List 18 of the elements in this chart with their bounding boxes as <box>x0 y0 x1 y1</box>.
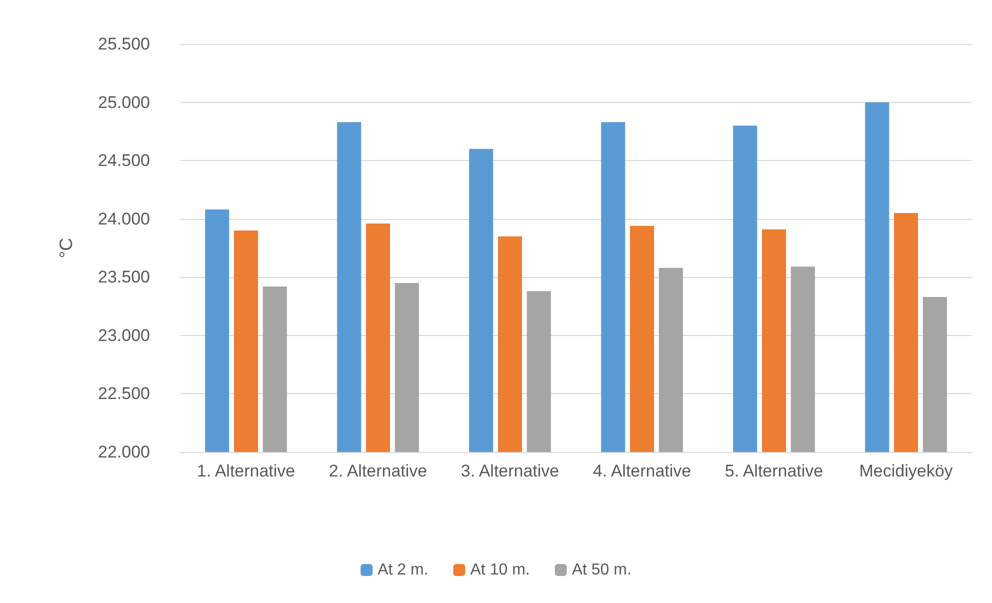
y-tick-label: 22.000 <box>98 442 150 462</box>
x-tick-label: 1. Alternative <box>196 462 296 480</box>
y-tick-label: 25.000 <box>98 92 150 112</box>
x-tick-label: Mecidiyeköy <box>859 462 954 480</box>
legend-label: At 2 m. <box>378 562 428 578</box>
x-tick-label: 4. Alternative <box>592 462 692 480</box>
y-axis-title: °C <box>56 238 76 258</box>
x-tick-label: 3. Alternative <box>460 462 560 480</box>
y-tick-label: 25.500 <box>98 34 150 54</box>
y-tick-label: 23.000 <box>98 326 150 345</box>
y-tick-label: 24.500 <box>98 151 150 170</box>
y-tick-label: 24.000 <box>98 209 150 228</box>
legend-label: At 50 m. <box>572 562 632 578</box>
y-tick-label: 22.500 <box>98 384 150 404</box>
y-tick-label: 23.500 <box>98 268 150 287</box>
legend-label: At 10 m. <box>470 562 530 578</box>
x-tick-label: 5. Alternative <box>724 462 824 480</box>
x-tick-label: 2. Alternative <box>328 462 428 480</box>
